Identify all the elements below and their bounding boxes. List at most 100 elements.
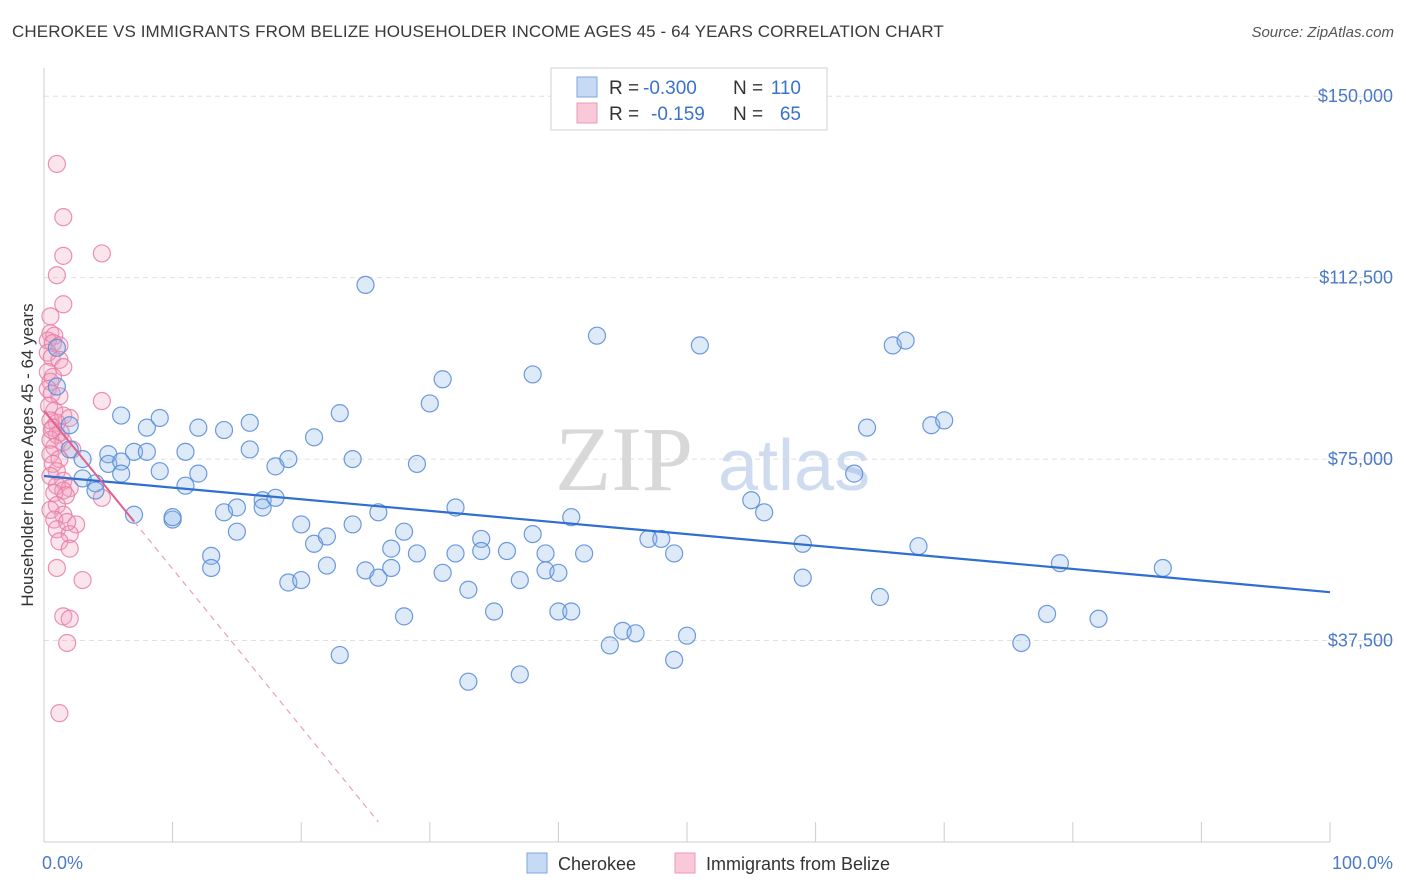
legend-n-value-2: 65 [780,104,801,125]
cherokee-point [279,449,298,469]
cherokee-point [433,370,452,389]
cherokee-point [549,563,568,582]
cherokee-point [407,454,427,474]
belize-point [54,208,73,227]
y-tick-label-1: $75,000 [1328,449,1393,469]
cherokee-point [459,672,478,691]
cherokee-point [163,508,182,527]
cherokee-point [472,541,491,561]
cherokee-point [227,498,246,517]
cherokee-point [755,503,774,522]
cherokee-point [497,541,517,561]
legend-swatch-cherokee [576,76,598,98]
series-belize-points [38,154,111,723]
legend-n-label-1: N = [733,78,763,99]
cherokee-point [459,580,478,599]
cherokee-point [1089,609,1108,628]
cherokee-point [896,331,915,350]
cherokee-point [202,558,221,578]
cherokee-point [394,607,414,626]
cherokee-point [600,636,619,655]
legend-swatch-belize [576,102,598,124]
cherokee-point [446,544,465,563]
belize-point [40,396,59,415]
belize-point [92,244,111,263]
cherokee-point [343,449,362,469]
y-tick-label-3: $150,000 [1318,86,1393,106]
cherokee-point [137,418,156,437]
cherokee-point [214,420,234,440]
x-tick-label-max: 100.0% [1332,853,1393,873]
bottom-legend-label-belize: Immigrants from Belize [706,854,890,874]
cherokee-point [485,602,504,621]
cherokee-point [292,515,311,534]
bottom-legend: Cherokee Immigrants from Belize [526,852,890,874]
cherokee-point [742,491,761,510]
belize-point [58,633,77,653]
cherokee-point [575,544,594,563]
y-axis-label: Householder Income Ages 45 - 64 years [18,303,37,606]
cherokee-point [523,524,542,544]
belize-point [54,295,73,314]
trend-lines [43,410,1331,823]
y-tick-labels: $37,500 $75,000 $112,500 $150,000 [1318,86,1393,650]
belize-point [92,391,111,411]
cherokee-point [86,481,105,500]
cherokee-point [665,650,684,670]
legend-r-value-2: -0.159 [651,104,705,125]
cherokee-point [510,570,529,590]
cherokee-point [407,544,427,563]
cherokee-point [433,563,452,582]
belize-point [50,704,69,723]
cherokee-point [317,527,337,546]
grid-lines [44,95,1393,642]
cherokee-point [176,442,195,461]
legend-n-label-2: N = [733,104,763,125]
cherokee-point [1012,633,1031,653]
cherokee-point [60,416,79,435]
cherokee-point [330,645,349,665]
watermark-atlas: atlas [718,426,870,506]
legend-r-label-2: R = [609,104,639,125]
cherokee-point [343,515,362,534]
cherokee-point [652,529,671,549]
cherokee-point [665,544,684,563]
y-tick-label-2: $112,500 [1319,268,1393,288]
cherokee-point [137,442,156,461]
belize-point [42,420,61,440]
belize-point [47,154,66,174]
cherokee-point [112,406,131,425]
cherokee-point [677,626,697,645]
legend-box: R = -0.300 N = 110 R = -0.159 N = 65 [550,67,828,131]
cherokee-point [562,508,581,527]
cherokee-point [47,377,66,396]
cherokee-point [356,275,375,295]
belize-point [47,266,66,285]
cherokee-point [176,476,195,495]
cherokee-point [523,365,542,384]
chart-title: CHEROKEE VS IMMIGRANTS FROM BELIZE HOUSE… [12,22,944,41]
axes [43,68,1331,843]
x-tick-label-min: 0.0% [42,853,83,873]
cherokee-point [793,568,812,587]
cherokee-point [240,440,259,459]
cherokee-point [47,338,66,357]
belize-trend-line [43,410,135,523]
cherokee-point [562,602,581,621]
cherokee-point [536,544,555,563]
cherokee-point [1153,558,1172,578]
belize-point [73,570,92,590]
cherokee-point [845,464,864,483]
cherokee-point [1037,604,1057,624]
cherokee-point [549,602,568,621]
watermark-zip: ZIP [555,408,693,510]
watermark: ZIP atlas [555,408,870,510]
cherokee-point [150,408,169,428]
belize-point [47,558,66,578]
belize-point [41,307,60,326]
cherokee-point [240,413,259,432]
cherokee-point [124,442,144,461]
bottom-legend-swatch-cherokee [526,852,548,874]
cherokee-point [317,556,337,575]
